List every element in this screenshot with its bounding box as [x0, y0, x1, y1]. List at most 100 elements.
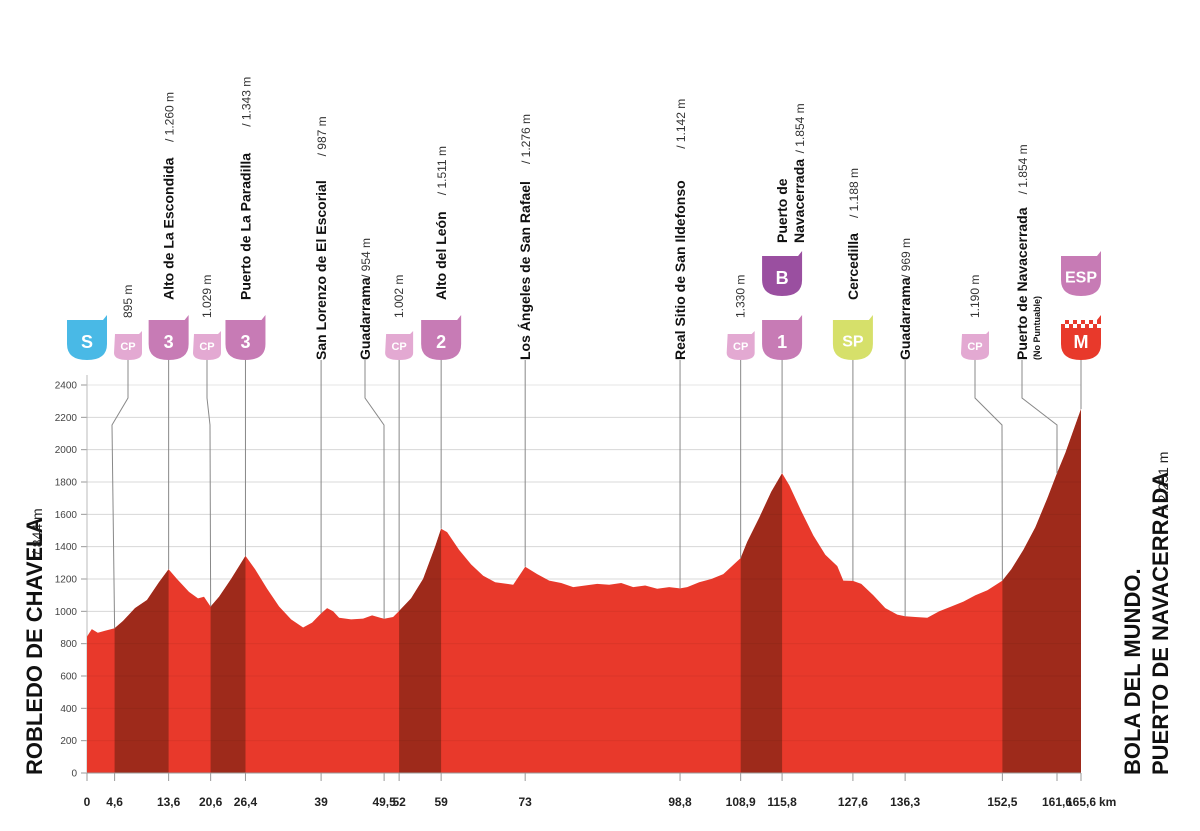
profile-area	[87, 409, 1081, 773]
climb-section	[399, 528, 442, 773]
x-tick-label: 136,3	[890, 795, 920, 809]
leader-line	[111, 360, 129, 629]
point-name: Alto del León	[433, 211, 449, 300]
cp-badge-text: CP	[967, 341, 982, 353]
point-altitude: 1.330 m	[734, 275, 748, 318]
point-name: Cercedilla	[845, 233, 861, 300]
x-tick-label: 0	[84, 795, 91, 809]
x-tick-label: 59	[434, 795, 448, 809]
x-tick-label: 13,6	[157, 795, 181, 809]
point-name: Real Sitio de San Ildefonso	[672, 180, 688, 360]
cp-badge: CP	[114, 331, 142, 360]
point-subnote: (No Puntuable)	[1032, 296, 1042, 360]
x-tick-label: 152,5	[987, 795, 1017, 809]
x-tick-label: 115,8	[767, 795, 797, 809]
cp-badge-text: CP	[391, 341, 406, 353]
y-tick-label: 800	[60, 639, 77, 650]
cp-badge-shape	[193, 331, 221, 360]
cp-badge-shape	[385, 331, 414, 360]
checker	[1089, 324, 1093, 328]
x-tick-label: 108,9	[726, 795, 756, 809]
point-name: Puerto de	[774, 178, 790, 243]
point-altitude: 1.002 m	[392, 275, 406, 318]
x-tick-label: 161,6	[1042, 795, 1072, 809]
start-town: ROBLEDO DE CHAVELA	[22, 517, 47, 775]
cp-badge: CP	[385, 331, 414, 360]
point-leaders	[111, 360, 1082, 629]
x-tick-label: 98,8	[668, 795, 692, 809]
secondary-badge: B	[762, 251, 803, 296]
point-altitude: / 969 m	[899, 238, 913, 278]
point-altitude: / 1.854 m	[1016, 144, 1030, 194]
checker	[1081, 324, 1085, 328]
cp-badge-text: CP	[733, 341, 748, 353]
finish-altitude: / 2.251 m	[1155, 452, 1171, 510]
leader-line	[206, 360, 212, 607]
x-axis: 0 4,6 13,6 20,6 26,4 39 49,552 59 73 98,8 108,9 115…	[84, 772, 1116, 809]
cp-badge: CP	[961, 331, 989, 360]
climb-section	[1002, 409, 1081, 773]
x-tick-label: 73	[518, 795, 532, 809]
point-name-line2: Navacerrada	[791, 159, 807, 243]
x-tick-label: 20,6	[199, 795, 223, 809]
y-tick-label: 1400	[55, 542, 78, 553]
cp-badge-shape	[114, 331, 142, 360]
point-altitude: / 1.188 m	[847, 168, 861, 218]
leader-line	[1021, 360, 1058, 474]
point-labels: 895 m Alto de La Escondida / 1.260 m 1.029 …	[121, 77, 1042, 360]
cat-badge: 2	[421, 315, 462, 360]
y-tick-label: 2400	[55, 381, 78, 392]
cp-badge-shape	[726, 331, 755, 360]
checker	[1097, 324, 1101, 328]
cat-badge: 3	[225, 315, 266, 360]
climb-section	[210, 555, 246, 773]
badge-shape	[762, 251, 803, 296]
point-altitude: / 1.343 m	[239, 77, 253, 127]
badge-shape	[832, 315, 873, 360]
x-tick-label: 26,4	[234, 795, 258, 809]
y-tick-label: 0	[71, 769, 77, 780]
badge-text: B	[776, 268, 789, 288]
checker	[1073, 324, 1077, 328]
point-name: San Lorenzo de El Escorial	[313, 180, 329, 360]
point-altitude: / 954 m	[359, 238, 373, 278]
x-tick-label: 127,6	[838, 795, 868, 809]
cp-badge-text: CP	[120, 341, 135, 353]
point-name: Los Ángeles de San Rafael	[517, 181, 533, 360]
elevation-profile	[87, 409, 1081, 773]
finish-line1: BOLA DEL MUNDO.	[1120, 568, 1145, 775]
badge-text: ESP	[1065, 270, 1097, 287]
badge-text: 2	[436, 332, 446, 352]
y-tick-label: 200	[60, 736, 77, 747]
leader-line	[364, 360, 385, 619]
checker	[1069, 320, 1073, 324]
point-name: Guadarrama	[357, 277, 373, 360]
x-unit-label: km	[1099, 795, 1116, 809]
climb-section	[114, 569, 169, 773]
x-tick-label: 39	[314, 795, 328, 809]
badge-shape	[67, 315, 107, 360]
x-tick-label: 4,6	[106, 795, 123, 809]
badge-text: 3	[164, 332, 174, 352]
badge-text: S	[81, 332, 93, 352]
x-tick-label: 49,5	[372, 795, 396, 809]
secondary-badge: ESP	[1061, 251, 1101, 296]
point-name: Guadarrama	[897, 277, 913, 360]
checker	[1093, 320, 1097, 324]
checker	[1061, 320, 1065, 324]
point-name: Puerto de Navacerrada	[1014, 207, 1030, 360]
cat-badge: SP	[832, 315, 873, 360]
y-tick-label: 2000	[55, 445, 78, 456]
point-altitude: / 1.854 m	[793, 103, 807, 153]
y-tick-label: 400	[60, 704, 77, 715]
point-altitude: / 987 m	[315, 116, 329, 156]
start-altitude: / 844 m	[29, 508, 45, 555]
cp-badge: CP	[193, 331, 221, 360]
point-altitude: / 1.276 m	[519, 114, 533, 164]
point-altitude: / 1.511 m	[435, 146, 449, 195]
point-altitude: 1.029 m	[200, 275, 214, 318]
start-badge: S	[67, 315, 107, 360]
point-altitude: / 1.260 m	[163, 92, 177, 142]
y-tick-label: 1200	[55, 575, 78, 586]
